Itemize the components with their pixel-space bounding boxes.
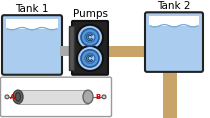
Bar: [18, 90, 88, 104]
Circle shape: [81, 50, 99, 67]
Bar: [69, 26, 74, 70]
Circle shape: [85, 32, 95, 42]
Ellipse shape: [83, 90, 93, 104]
Circle shape: [77, 25, 103, 50]
FancyBboxPatch shape: [0, 77, 112, 117]
Bar: [149, 16, 199, 26]
Bar: [60, 46, 69, 56]
FancyBboxPatch shape: [2, 15, 62, 75]
Text: B: B: [96, 94, 101, 100]
Text: Tank 1: Tank 1: [15, 4, 49, 14]
Bar: [163, 70, 177, 118]
Bar: [103, 46, 149, 57]
Ellipse shape: [13, 90, 23, 104]
Text: Pumps: Pumps: [72, 9, 108, 19]
Text: A: A: [10, 94, 15, 100]
Circle shape: [102, 95, 106, 99]
Text: Tank 2: Tank 2: [157, 1, 191, 11]
Circle shape: [5, 95, 9, 99]
Ellipse shape: [16, 93, 21, 101]
Circle shape: [85, 54, 95, 63]
Circle shape: [81, 29, 99, 46]
Circle shape: [77, 46, 103, 71]
FancyBboxPatch shape: [145, 12, 203, 72]
FancyBboxPatch shape: [72, 21, 108, 75]
Bar: [6, 19, 58, 29]
